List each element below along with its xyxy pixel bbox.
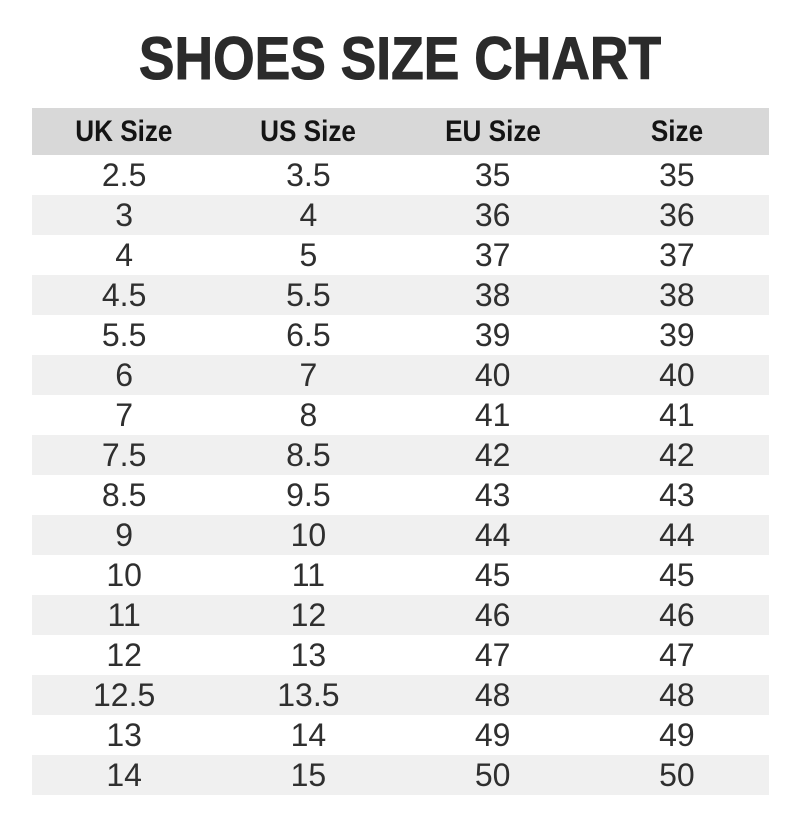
- table-cell: 43: [659, 476, 695, 513]
- table-row: 12 13 47 47: [32, 635, 769, 675]
- page-title: SHOES SIZE CHART: [138, 25, 662, 93]
- table-cell: 44: [474, 516, 511, 553]
- size-chart-table: UK Size US Size EU Size Size 2.5 3.5 35 35 3…: [32, 108, 769, 795]
- table-row: 13 14 49 49: [32, 715, 769, 755]
- table-header: UK Size US Size EU Size Size: [32, 108, 769, 155]
- table-cell: 42: [659, 436, 695, 473]
- table-cell: 36: [659, 196, 695, 233]
- table-row: 14 15 50 50: [32, 755, 769, 795]
- table-cell: 7.5: [101, 436, 147, 473]
- table-cell: 13: [106, 716, 142, 753]
- table-row: 2.5 3.5 35 35: [32, 155, 769, 195]
- table-cell: 8.5: [286, 436, 331, 473]
- table-cell: 41: [474, 396, 511, 433]
- table-cell: 7: [115, 396, 134, 433]
- table-cell: 45: [659, 556, 695, 593]
- table-cell: 12.5: [92, 676, 156, 713]
- table-cell: 8.5: [101, 476, 147, 513]
- table-cell: 10: [106, 556, 142, 593]
- table-cell: 39: [659, 316, 695, 353]
- table-cell: 4: [299, 196, 318, 233]
- table-cell: 40: [659, 356, 695, 393]
- table-row: 8.5 9.5 43 43: [32, 475, 769, 515]
- table-cell: 44: [659, 516, 695, 553]
- table-cell: 7: [299, 356, 318, 393]
- table-cell: 5: [299, 236, 318, 273]
- table-cell: 4: [115, 236, 134, 273]
- column-header-size: Size: [585, 108, 769, 155]
- table-cell: 49: [659, 716, 695, 753]
- table-cell: 14: [290, 716, 327, 753]
- table-cell: 2.5: [101, 156, 147, 193]
- table-cell: 3.5: [286, 156, 331, 193]
- table-cell: 46: [659, 596, 695, 633]
- table-row: 9 10 44 44: [32, 515, 769, 555]
- table-cell: 47: [659, 636, 695, 673]
- table-cell: 48: [659, 676, 695, 713]
- table-cell: 5.5: [286, 276, 331, 313]
- table-cell: 13.5: [277, 676, 340, 713]
- table-row: 11 12 46 46: [32, 595, 769, 635]
- column-header-label: UK Size: [75, 114, 173, 148]
- table-cell: 35: [474, 156, 511, 193]
- table-cell: 12: [290, 596, 327, 633]
- column-header-eu-size: EU Size: [401, 108, 585, 155]
- table-header-row: UK Size US Size EU Size Size: [32, 108, 769, 155]
- table-cell: 12: [106, 636, 142, 673]
- table-cell: 42: [474, 436, 511, 473]
- column-header-label: US Size: [260, 114, 357, 148]
- table-row: 10 11 45 45: [32, 555, 769, 595]
- table-row: 7 8 41 41: [32, 395, 769, 435]
- table-cell: 9: [115, 516, 134, 553]
- table-body: 2.5 3.5 35 35 3 4 36 36 4 5 37 37 4.5 5.5 38 38 5.5 6.5 39…: [32, 155, 769, 795]
- table-cell: 3: [115, 196, 134, 233]
- table-cell: 47: [474, 636, 511, 673]
- table-cell: 9.5: [286, 476, 331, 513]
- table-cell: 10: [290, 516, 327, 553]
- column-header-us-size: US Size: [216, 108, 400, 155]
- column-header-label: EU Size: [444, 114, 541, 148]
- table-cell: 41: [659, 396, 695, 433]
- table-cell: 46: [474, 596, 511, 633]
- table-row: 4 5 37 37: [32, 235, 769, 275]
- table-cell: 48: [474, 676, 511, 713]
- table-cell: 38: [474, 276, 511, 313]
- table-cell: 43: [474, 476, 511, 513]
- table-cell: 50: [474, 756, 511, 793]
- table-row: 3 4 36 36: [32, 195, 769, 235]
- table-cell: 8: [299, 396, 318, 433]
- table-cell: 5.5: [101, 316, 147, 353]
- table-cell: 36: [474, 196, 511, 233]
- table-cell: 37: [659, 236, 695, 273]
- table-cell: 13: [290, 636, 327, 673]
- table-cell: 15: [290, 756, 327, 793]
- table-cell: 49: [474, 716, 511, 753]
- table-cell: 6.5: [286, 316, 331, 353]
- table-cell: 11: [107, 596, 141, 633]
- table-cell: 38: [659, 276, 695, 313]
- table-cell: 45: [474, 556, 511, 593]
- table-cell: 14: [106, 756, 142, 793]
- table-cell: 37: [474, 236, 511, 273]
- table-cell: 39: [474, 316, 511, 353]
- table-cell: 11: [291, 556, 325, 593]
- table-cell: 35: [659, 156, 695, 193]
- column-header-label: Size: [650, 114, 703, 148]
- table-cell: 6: [115, 356, 134, 393]
- table-cell: 50: [659, 756, 695, 793]
- table-cell: 40: [474, 356, 511, 393]
- table-cell: 4.5: [101, 276, 147, 313]
- table-row: 4.5 5.5 38 38: [32, 275, 769, 315]
- column-header-uk-size: UK Size: [32, 108, 216, 155]
- table-row: 5.5 6.5 39 39: [32, 315, 769, 355]
- table-row: 12.5 13.5 48 48: [32, 675, 769, 715]
- table-row: 7.5 8.5 42 42: [32, 435, 769, 475]
- table-row: 6 7 40 40: [32, 355, 769, 395]
